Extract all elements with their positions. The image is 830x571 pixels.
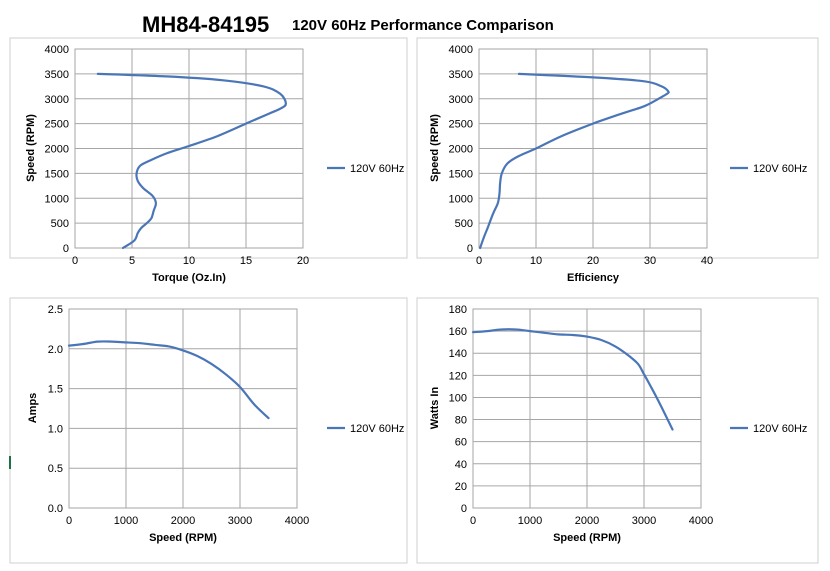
chart-3: 0 1000 2000 3000 4000 0.0 0.5 1.0 1.5 2.0 2.5 Speed… (9, 297, 408, 564)
y-tick-label: 2500 (45, 119, 69, 131)
y-tick-label: 3000 (449, 94, 473, 106)
y-tick-label: 0 (63, 243, 69, 255)
x-tick-label: 40 (701, 255, 713, 267)
chart-1: 0 5 10 15 20 0 500 1000 1500 2000 2500 3000 3500 4000… (9, 37, 408, 284)
chart-panel-border (9, 297, 408, 564)
y-tick-label: 0 (461, 503, 467, 515)
chart-4: 0 1000 2000 3000 4000 0 20 40 60 80 100 120 140 160 18… (416, 297, 819, 564)
y-axis-title: Watts In (429, 387, 441, 430)
y-tick-label: 2000 (45, 144, 69, 156)
x-axis-title: Speed (RPM) (149, 532, 217, 544)
x-tick-label: 1000 (518, 515, 542, 527)
x-tick-label: 3000 (228, 515, 252, 527)
x-tick-label: 20 (297, 255, 309, 267)
x-axis-title: Efficiency (567, 272, 620, 284)
y-axis-title: Speed (RPM) (429, 114, 441, 182)
y-tick-label: 1500 (449, 168, 473, 180)
x-tick-label: 0 (470, 515, 476, 527)
x-tick-label: 4000 (689, 515, 713, 527)
chart-panel-border (416, 37, 819, 259)
y-tick-label: 1.5 (48, 384, 63, 396)
y-tick-label: 1500 (45, 168, 69, 180)
series-line (471, 328, 674, 431)
legend-label: 120V 60Hz (753, 163, 807, 175)
y-tick-label: 0 (467, 243, 473, 255)
x-tick-label: 30 (644, 255, 656, 267)
y-axis-title: Amps (27, 393, 39, 424)
chart-2: 0 10 20 30 40 0 500 1000 1500 2000 2500 3000 3500 400… (416, 37, 819, 284)
x-tick-label: 2000 (575, 515, 599, 527)
y-tick-label: 180 (449, 304, 467, 316)
y-tick-label: 500 (455, 218, 473, 230)
y-tick-label: 60 (455, 437, 467, 449)
series-line (479, 72, 670, 250)
series-line (96, 72, 287, 250)
title-bar: MH84-84195 120V 60Hz Performance Compari… (0, 8, 830, 40)
row-marker (9, 456, 11, 469)
legend-label: 120V 60Hz (350, 423, 404, 435)
series-line (67, 340, 270, 420)
y-tick-label: 100 (449, 392, 467, 404)
x-tick-label: 20 (587, 255, 599, 267)
x-tick-label: 2000 (171, 515, 195, 527)
y-tick-label: 2.5 (48, 304, 63, 316)
y-tick-label: 120 (449, 370, 467, 382)
y-tick-label: 40 (455, 459, 467, 471)
x-tick-label: 0 (72, 255, 78, 267)
chart-panel-border (416, 297, 819, 564)
y-tick-label: 140 (449, 348, 467, 360)
y-tick-label: 80 (455, 415, 467, 427)
y-tick-label: 0.0 (48, 503, 63, 515)
y-axis-title: Speed (RPM) (25, 114, 37, 182)
y-tick-label: 1.0 (48, 423, 63, 435)
y-tick-label: 3000 (45, 94, 69, 106)
plot-area (68, 308, 298, 509)
y-tick-label: 1000 (449, 193, 473, 205)
x-tick-label: 15 (240, 255, 252, 267)
chart-panel-border (9, 37, 408, 259)
y-tick-label: 20 (455, 481, 467, 493)
x-tick-label: 4000 (285, 515, 309, 527)
x-tick-label: 5 (129, 255, 135, 267)
y-tick-label: 3500 (45, 69, 69, 81)
x-axis-title: Speed (RPM) (553, 532, 621, 544)
model-title: MH84-84195 (142, 12, 270, 37)
chart-subtitle: 120V 60Hz Performance Comparison (292, 17, 554, 34)
x-tick-label: 10 (183, 255, 195, 267)
y-tick-label: 2000 (449, 144, 473, 156)
x-tick-label: 1000 (114, 515, 138, 527)
x-tick-label: 10 (530, 255, 542, 267)
y-tick-label: 500 (51, 218, 69, 230)
y-tick-label: 160 (449, 326, 467, 338)
legend-label: 120V 60Hz (350, 163, 404, 175)
y-tick-label: 2.0 (48, 344, 63, 356)
x-axis-title: Torque (Oz.In) (152, 272, 226, 284)
x-tick-label: 0 (476, 255, 482, 267)
y-tick-label: 1000 (45, 193, 69, 205)
plot-area (472, 308, 702, 509)
y-tick-label: 3500 (449, 69, 473, 81)
plot-area (478, 48, 708, 249)
x-tick-label: 3000 (632, 515, 656, 527)
y-tick-label: 4000 (449, 44, 473, 56)
y-tick-label: 2500 (449, 119, 473, 131)
y-tick-label: 0.5 (48, 463, 63, 475)
x-tick-label: 0 (66, 515, 72, 527)
legend-label: 120V 60Hz (753, 423, 807, 435)
y-tick-label: 4000 (45, 44, 69, 56)
plot-area (74, 48, 304, 249)
